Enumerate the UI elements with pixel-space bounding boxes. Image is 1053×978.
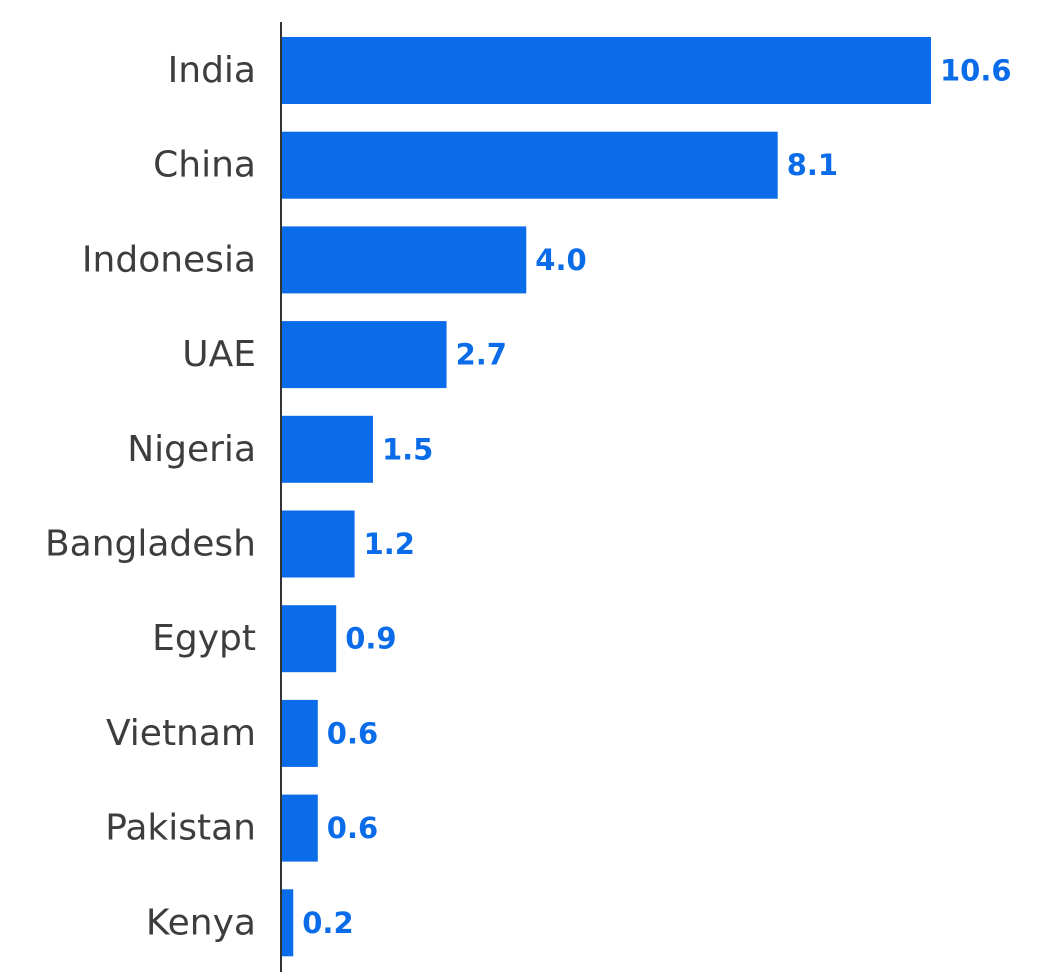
value-label: 0.9	[345, 622, 396, 656]
category-label: UAE	[182, 334, 256, 375]
category-label: India	[168, 50, 256, 91]
category-labels-group: India China Indonesia UAE Nigeria Bangladesh E…	[45, 50, 256, 943]
bar-egypt	[281, 605, 337, 673]
value-label: 1.5	[382, 432, 433, 466]
bar-pakistan	[281, 794, 318, 862]
value-label: 2.7	[456, 338, 507, 372]
bars-group	[281, 37, 931, 957]
bar-vietnam	[281, 699, 318, 767]
value-label: 0.6	[327, 716, 378, 750]
category-label: Egypt	[152, 618, 256, 659]
value-label: 8.1	[787, 148, 838, 182]
bar-nigeria	[281, 415, 373, 483]
value-label: 0.2	[302, 906, 353, 940]
category-label: Kenya	[146, 902, 256, 943]
value-labels-group: 10.6 8.1 4.0 2.7 1.5 1.2 0.9 0.6 0.6 0.2	[302, 54, 1011, 940]
category-label: Nigeria	[127, 429, 256, 470]
value-label: 4.0	[535, 243, 586, 277]
value-label: 0.6	[327, 811, 378, 845]
bar-china	[281, 131, 778, 199]
bar-india	[281, 37, 931, 104]
bar-bangladesh	[281, 510, 355, 578]
value-label: 1.2	[364, 527, 415, 561]
bar-indonesia	[281, 226, 527, 294]
category-label: Bangladesh	[45, 524, 256, 565]
value-label: 10.6	[940, 54, 1012, 88]
category-label: Pakistan	[105, 808, 256, 849]
bar-uae	[281, 321, 447, 389]
category-label: Indonesia	[82, 239, 256, 280]
category-label: Vietnam	[106, 713, 256, 754]
category-label: China	[153, 145, 256, 186]
bar-kenya	[281, 889, 294, 957]
